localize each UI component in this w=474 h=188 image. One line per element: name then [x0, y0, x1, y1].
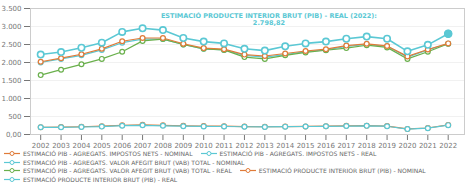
- svg-text:2007: 2007: [134, 142, 152, 150]
- svg-text:2022: 2022: [439, 142, 457, 150]
- svg-text:2009: 2009: [174, 142, 192, 150]
- svg-text:2018: 2018: [358, 142, 376, 150]
- svg-text:2.000: 2.000: [1, 59, 21, 67]
- svg-text:1.000: 1.000: [1, 95, 21, 103]
- svg-text:3.000: 3.000: [1, 23, 21, 31]
- svg-text:2014: 2014: [276, 142, 294, 150]
- svg-text:3.500: 3.500: [1, 5, 21, 13]
- svg-text:500: 500: [8, 113, 21, 121]
- html-text:ESTIMACIÓ PIB - AGREGATS. IMPO: ESTIMACIÓ PIB - AGREGATS. IMPOSTOS NETS …: [219, 150, 377, 157]
- svg-text:2017: 2017: [337, 142, 355, 150]
- svg-text:2011: 2011: [215, 142, 233, 150]
- svg-text:2008: 2008: [154, 142, 172, 150]
- svg-text:2021: 2021: [419, 142, 437, 150]
- svg-text:2020: 2020: [399, 142, 417, 150]
- svg-text:2010: 2010: [195, 142, 213, 150]
- svg-text:2003: 2003: [52, 142, 70, 150]
- svg-text:2015: 2015: [297, 142, 315, 150]
- svg-text:2005: 2005: [93, 142, 111, 150]
- svg-text:2016: 2016: [317, 142, 335, 150]
- svg-text:2019: 2019: [378, 142, 396, 150]
- html-text:ESTIMACIÓ PRODUCTE INTERIOR BR: ESTIMACIÓ PRODUCTE INTERIOR BRUT (PIB) -…: [258, 167, 426, 174]
- svg-text:2.500: 2.500: [1, 41, 21, 49]
- svg-text:2006: 2006: [113, 142, 131, 150]
- html-text:ESTIMACIÓ PIB - AGREGATS. IMPO: ESTIMACIÓ PIB - AGREGATS. IMPOSTOS NETS …: [23, 150, 193, 157]
- svg-text:2002: 2002: [32, 142, 50, 150]
- svg-text:0,00: 0,00: [6, 131, 22, 139]
- svg-text:2004: 2004: [73, 142, 91, 150]
- html-text:ESTIMACIÓ PIB - AGREGATS. VALO: ESTIMACIÓ PIB - AGREGATS. VALOR AFEGIT B…: [23, 167, 232, 174]
- svg-text:1.500: 1.500: [1, 77, 21, 85]
- svg-text:ESTIMACIÓ PRODUCTE INTERIOR BR: ESTIMACIÓ PRODUCTE INTERIOR BRUT (PIB) -…: [161, 11, 377, 27]
- svg-text:2012: 2012: [236, 142, 254, 150]
- html-text:ESTIMACIÓ PIB - AGREGATS. VALO: ESTIMACIÓ PIB - AGREGATS. VALOR AFEGIT B…: [23, 158, 245, 166]
- html-text:ESTIMACIÓ PRODUCTE INTERIOR BR: ESTIMACIÓ PRODUCTE INTERIOR BRUT (PIB) -…: [23, 175, 178, 183]
- svg-text:2013: 2013: [256, 142, 274, 150]
